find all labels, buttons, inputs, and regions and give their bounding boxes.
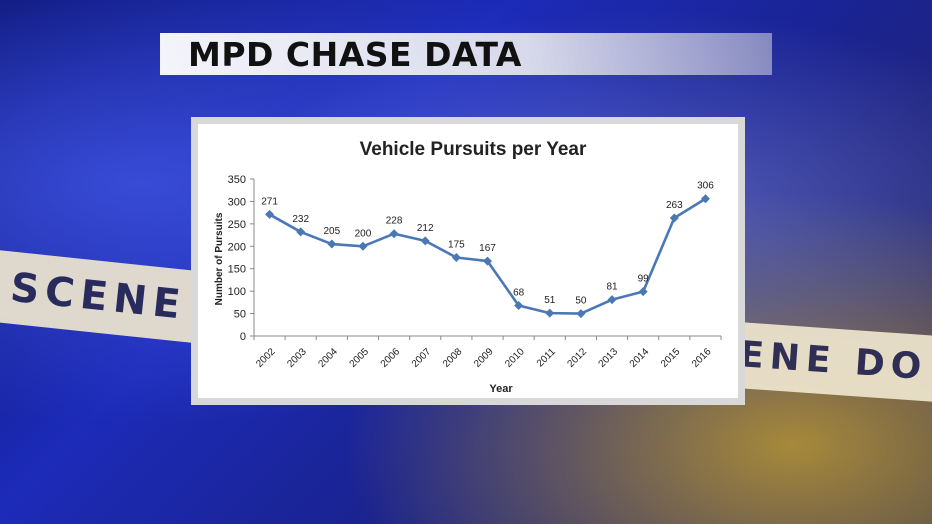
data-point-marker [296,227,306,237]
series-vehicle-pursuits [265,194,710,319]
data-label: 175 [448,240,465,251]
data-point-marker [451,253,461,262]
data-point-marker [327,239,337,249]
data-point-marker [358,241,368,251]
x-tick-label: 2006 [379,346,403,370]
data-label: 200 [355,228,372,239]
tape-text-right: ENE DO N [737,334,932,392]
x-tick-label: 2002 [254,346,278,370]
y-axis-ticks: 0 50 100 150 200 250 300 350 [228,174,254,343]
y-axis-label: Number of Pursuits [214,212,225,305]
data-label: 212 [417,223,434,234]
data-point-marker [700,194,710,204]
data-label: 263 [666,200,683,211]
chart-panel: Vehicle Pursuits per Year Number of Purs… [198,124,738,398]
data-label: 81 [606,282,618,293]
data-point-marker [638,287,648,297]
title-banner: MPD CHASE DATA [160,33,772,75]
chart-frame: Vehicle Pursuits per Year Number of Purs… [191,117,745,405]
banner-title: MPD CHASE DATA [188,35,522,74]
x-tick-label: 2009 [472,346,496,370]
data-point-marker [576,309,586,319]
x-tick-label: 2007 [410,346,434,370]
x-tick-label: 2004 [316,346,340,370]
axes [253,179,721,337]
data-label: 271 [261,196,278,207]
line-chart: Vehicle Pursuits per Year Number of Purs… [214,139,722,395]
y-tick-label: 350 [228,174,246,186]
y-tick-label: 0 [240,331,246,343]
x-tick-label: 2003 [285,346,309,370]
data-label: 205 [323,226,340,237]
x-axis-label: Year [489,383,513,395]
data-label: 99 [638,274,650,285]
x-axis-ticks: 2002 2003 2004 2005 2006 2007 2008 2009 2010 2011… [253,336,722,370]
x-tick-label: 2005 [348,346,372,370]
x-tick-label: 2008 [441,346,465,370]
y-tick-label: 300 [228,196,246,208]
data-label: 68 [513,287,525,298]
data-point-marker [607,295,617,305]
data-label: 306 [697,181,714,192]
x-tick-label: 2013 [597,346,621,370]
data-point-marker [420,236,430,246]
x-tick-label: 2016 [690,346,714,370]
y-tick-label: 250 [228,219,246,231]
data-point-marker [483,256,492,266]
data-label: 232 [292,214,309,225]
x-tick-label: 2014 [628,346,652,370]
data-label: 51 [544,295,556,306]
data-labels: 271 232 205 200 228 212 175 167 68 51 50 81 99 263 306 [261,181,714,307]
x-tick-label: 2011 [535,346,558,369]
data-label: 50 [575,296,587,307]
data-point-marker [514,300,524,310]
y-tick-label: 150 [228,264,246,276]
data-point-marker [389,229,399,239]
x-tick-label: 2010 [503,346,527,370]
data-label: 228 [386,216,403,227]
series-line [268,197,707,315]
data-point-marker [545,308,555,318]
y-tick-label: 200 [228,241,246,253]
data-point-marker [265,209,275,219]
x-tick-label: 2012 [566,346,590,370]
y-tick-label: 50 [234,309,246,321]
x-tick-label: 2015 [659,346,683,370]
y-tick-label: 100 [228,286,246,298]
chart-title: Vehicle Pursuits per Year [360,139,587,160]
data-label: 167 [479,243,496,254]
data-point-marker [669,213,679,223]
